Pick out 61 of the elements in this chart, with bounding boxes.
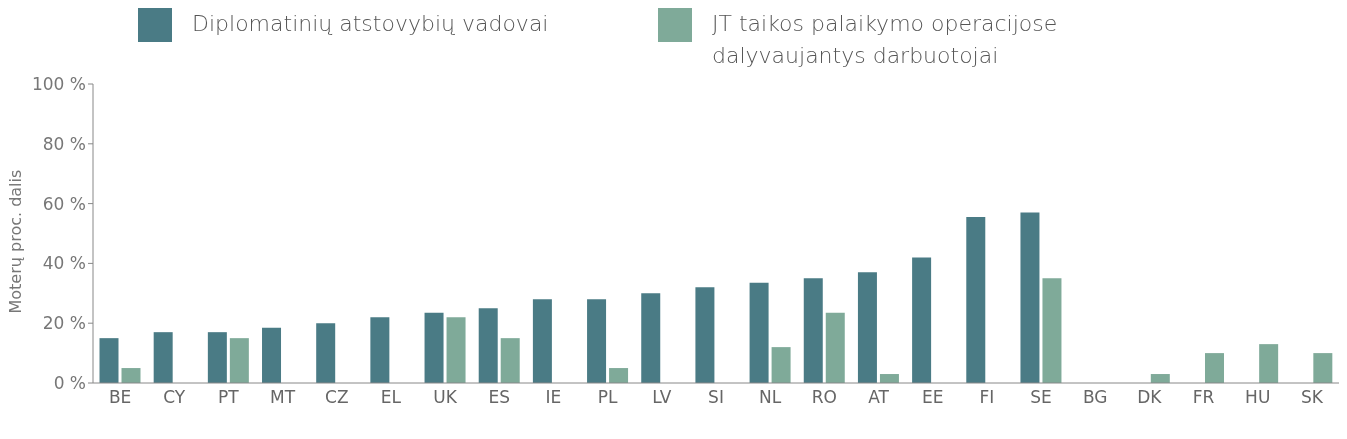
x-tick-label: FR [1192, 387, 1215, 408]
x-tick-label: ES [488, 387, 511, 408]
bar [99, 338, 119, 383]
bar [229, 338, 249, 383]
x-tick-label: CZ [325, 387, 349, 408]
bar [316, 323, 336, 383]
bar [370, 317, 390, 383]
bar [500, 338, 520, 383]
bar [771, 347, 791, 383]
y-tick-label: 80 % [42, 133, 86, 154]
bar [695, 287, 715, 383]
bar [478, 308, 498, 383]
legend-label: Diplomatinių atstovybių vadovai [192, 10, 549, 38]
bar [121, 368, 141, 383]
bar [532, 299, 552, 383]
bar [825, 312, 845, 383]
x-tick-label: NL [759, 387, 782, 408]
x-tick-label: EE [921, 387, 944, 408]
x-tick-label: EL [380, 387, 402, 408]
bar [587, 299, 607, 383]
bar [446, 317, 466, 383]
x-tick-label: BG [1082, 387, 1108, 408]
x-tick-label: SK [1300, 387, 1324, 408]
y-tick-label: 20 % [42, 313, 86, 334]
x-tick-label: UK [433, 387, 458, 408]
x-tick-label: SI [708, 387, 724, 408]
x-tick-label: PT [218, 387, 240, 408]
x-tick-label: PL [597, 387, 619, 408]
legend-label: JT taikos palaikymo operacijose dalyvaujantys darbuotojai [712, 10, 1059, 70]
bar [153, 332, 173, 383]
bar [1020, 212, 1040, 383]
bar [609, 368, 629, 383]
y-tick-label: 0 % [53, 373, 86, 394]
x-tick-label: SE [1030, 387, 1052, 408]
y-tick-label: 100 % [31, 74, 86, 95]
bar [966, 217, 986, 383]
x-tick-label: BE [108, 387, 132, 408]
y-tick-label: 60 % [42, 193, 86, 214]
x-tick-label: AT [868, 387, 890, 408]
x-tick-label: IE [545, 387, 562, 408]
bar [857, 272, 877, 383]
bar [1204, 353, 1224, 383]
bar [749, 282, 769, 383]
bar [641, 293, 661, 383]
bar [207, 332, 227, 383]
y-tick-label: 40 % [42, 253, 86, 274]
x-tick-label: RO [811, 387, 837, 408]
bar [424, 312, 444, 383]
x-tick-label: CY [163, 387, 186, 408]
y-axis-title: Moterų proc. dalis [5, 169, 25, 314]
x-tick-label: HU [1245, 387, 1271, 408]
x-tick-label: DK [1137, 387, 1163, 408]
bar [262, 327, 282, 383]
x-tick-label: LV [652, 387, 672, 408]
bar [1259, 344, 1279, 383]
x-tick-label: FI [979, 387, 995, 408]
bar [1313, 353, 1333, 383]
bar [912, 257, 932, 383]
bar [1042, 278, 1062, 383]
x-tick-label: MT [270, 387, 296, 408]
bar [803, 278, 823, 383]
